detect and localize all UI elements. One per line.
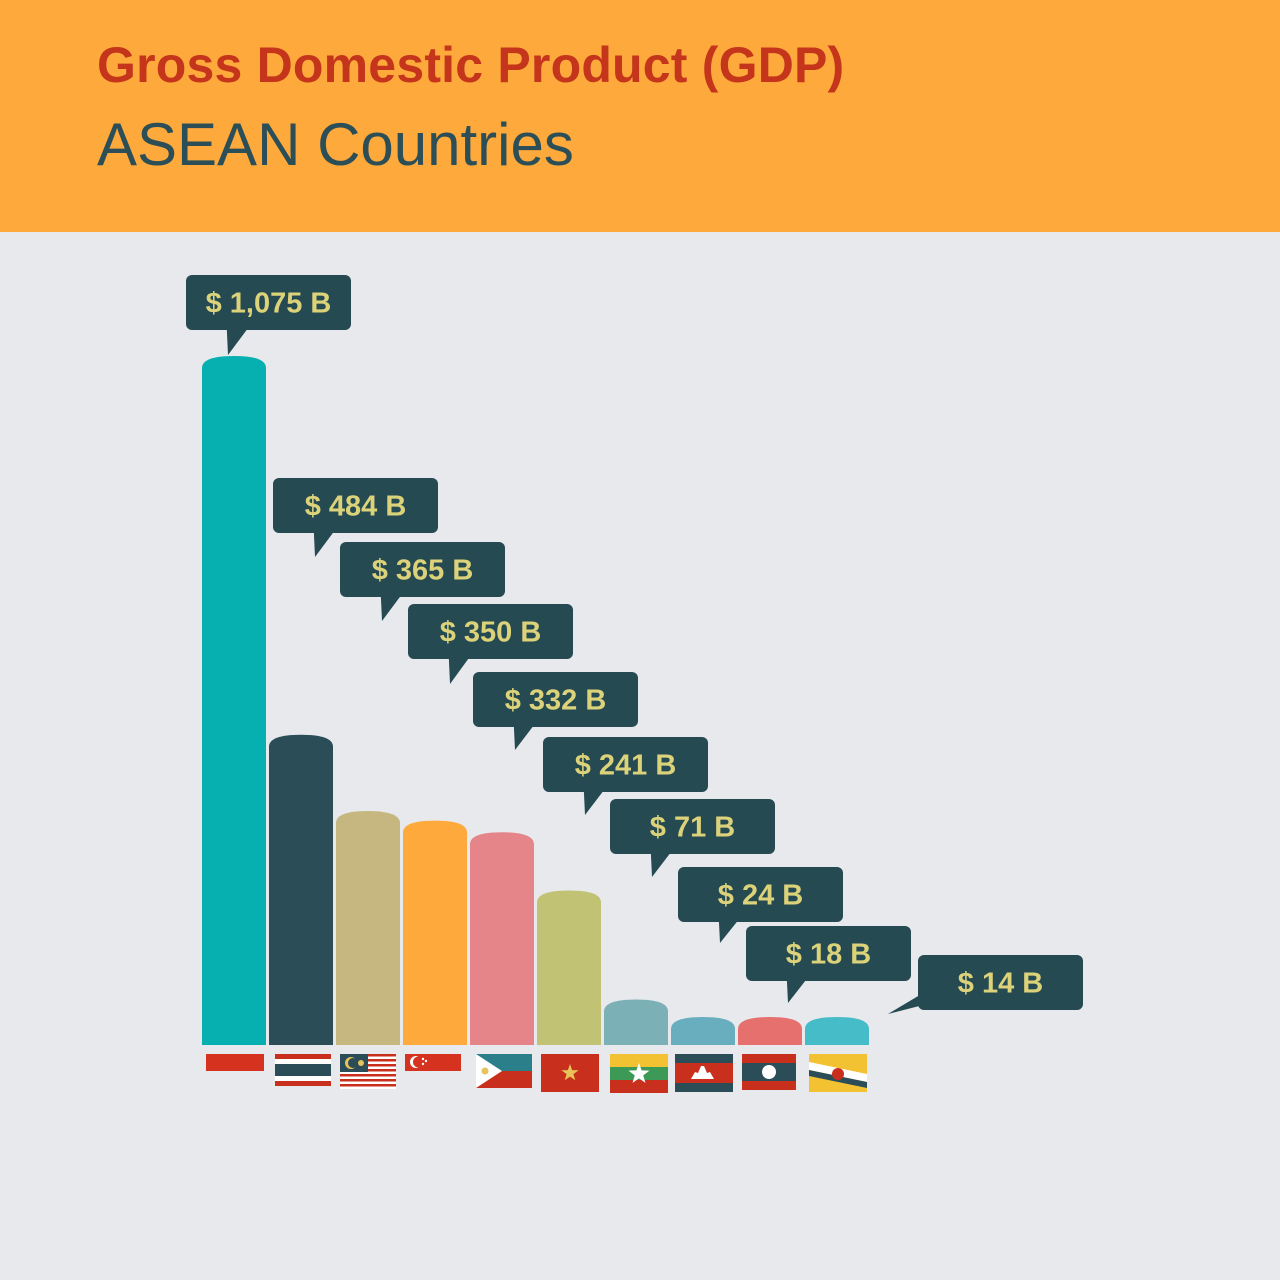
flag-thailand-icon (275, 1054, 331, 1086)
bar-thailand (269, 734, 333, 1045)
callout-thailand: $ 484 B (273, 478, 438, 557)
value-label: $ 484 B (305, 491, 407, 523)
flags-layer (206, 1054, 867, 1093)
page-title: Gross Domestic Product (GDP) (97, 37, 845, 93)
callout-singapore: $ 350 B (408, 604, 573, 684)
bar-cambodia (671, 1017, 735, 1045)
callout-malaysia: $ 365 B (340, 542, 505, 621)
value-label: $ 365 B (372, 555, 474, 587)
header-banner: Gross Domestic Product (GDP) ASEAN Count… (0, 0, 1280, 232)
bar-indonesia (202, 356, 266, 1045)
flag-brunei-icon (809, 1054, 867, 1092)
value-label: $ 241 B (575, 750, 677, 782)
value-label: $ 71 B (650, 812, 735, 844)
callouts-layer: $ 1,075 B $ 484 B $ 365 B $ 350 B $ 332 B $ 2… (186, 275, 1083, 1014)
bar-singapore (403, 820, 467, 1045)
callout-philippines: $ 332 B (473, 672, 638, 750)
flag-laos-icon (742, 1054, 796, 1090)
bars-layer (202, 356, 869, 1045)
callout-brunei: $ 14 B (888, 955, 1083, 1014)
callout-cambodia: $ 24 B (678, 867, 843, 943)
flag-myanmar-icon (610, 1054, 668, 1093)
value-label: $ 14 B (958, 968, 1043, 1000)
page-subtitle: ASEAN Countries (97, 111, 574, 178)
value-label: $ 350 B (440, 617, 542, 649)
bar-vietnam (537, 890, 601, 1045)
callout-indonesia: $ 1,075 B (186, 275, 351, 355)
callout-myanmar: $ 71 B (610, 799, 775, 877)
value-label: $ 1,075 B (206, 288, 332, 320)
flag-vietnam-icon (541, 1054, 599, 1092)
gdp-bar-chart: $ 1,075 B $ 484 B $ 365 B $ 350 B $ 332 B $ 2… (186, 275, 1083, 1093)
bar-myanmar (604, 999, 668, 1045)
bar-malaysia (336, 811, 400, 1045)
value-label: $ 18 B (786, 939, 871, 971)
flag-singapore-icon (405, 1054, 461, 1088)
flag-philippines-icon (476, 1054, 532, 1088)
value-label: $ 24 B (718, 880, 803, 912)
value-label: $ 332 B (505, 685, 607, 717)
flag-cambodia-icon (675, 1054, 733, 1092)
flag-malaysia-icon (340, 1054, 396, 1089)
bar-laos (738, 1017, 802, 1045)
callout-laos: $ 18 B (746, 926, 911, 1003)
flag-indonesia-icon (206, 1054, 264, 1088)
bar-brunei (805, 1017, 869, 1045)
bar-philippines (470, 832, 534, 1045)
callout-vietnam: $ 241 B (543, 737, 708, 815)
